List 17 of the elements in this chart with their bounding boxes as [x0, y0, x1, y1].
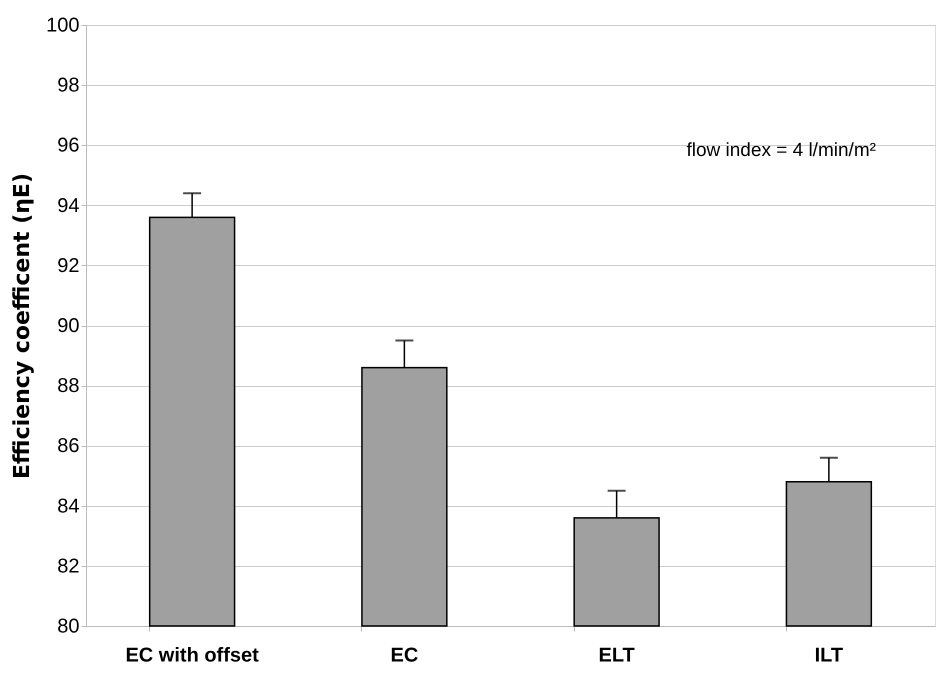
y-tick-label: 94 [57, 194, 80, 217]
y-axis-title: Efficiency coefficent (ηE) [10, 173, 36, 479]
y-tick-label: 90 [57, 315, 80, 337]
x-tick-label: EC [390, 644, 418, 666]
annotation: flow index = 4 l/min/m² [686, 140, 876, 161]
y-tick-label: 96 [57, 134, 80, 157]
y-tick-label: 92 [57, 254, 80, 277]
y-tick-label: 86 [57, 435, 80, 458]
x-tick-label: EC with offset [125, 644, 260, 666]
y-tick-label: 80 [57, 616, 80, 638]
y-tick-label: 88 [57, 375, 80, 398]
y-tick-label: 84 [57, 495, 80, 518]
x-tick-label: ILT [814, 644, 844, 666]
x-tick-label: ELT [598, 644, 635, 666]
y-tick-label: 98 [57, 74, 80, 97]
y-tick-label: 100 [46, 14, 80, 36]
y-tick-label: 82 [57, 555, 80, 578]
